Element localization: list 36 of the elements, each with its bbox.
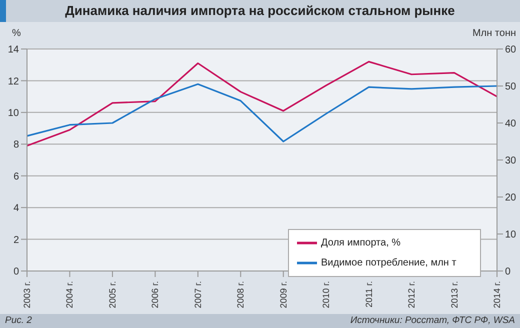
x-tick-label: 2009 г. (278, 281, 288, 308)
y-axis-title: % (12, 28, 21, 39)
x-tick-label: 2003 г. (22, 281, 32, 308)
x-tick-label: 2008 г. (236, 281, 246, 308)
legend-label: Видимое потребление, млн т (321, 258, 456, 269)
chart-title: Динамика наличия импорта на российском стальном рынке (0, 0, 520, 22)
text: Источники: Росстат, ФТС РФ, WSA (350, 315, 515, 326)
y2-tick-label: 20 (505, 192, 517, 204)
x-tick-label: 2014 г. (492, 281, 502, 308)
x-tick-label: 2004 г. (64, 281, 75, 308)
y2-tick-label: 40 (505, 118, 517, 130)
legend-label: Доля импорта, % (321, 238, 401, 249)
x-tick-label: 2011 г. (364, 281, 374, 308)
line-series (26, 83, 498, 142)
y-tick-label: 12 (8, 76, 20, 88)
x-tick-label: 2006 г. (150, 281, 160, 308)
y2-tick-label: 50 (505, 82, 517, 93)
y-tick-label: 14 (8, 44, 20, 56)
x-tick-label: 2012 г. (406, 281, 417, 308)
y-tick-label: 0 (13, 266, 20, 278)
y2-tick-label: 60 (505, 44, 517, 56)
text: Рис. 2 (5, 315, 32, 326)
y-tick-label: 4 (13, 203, 20, 214)
y-tick-label: 8 (13, 140, 20, 151)
y-tick-label: 10 (8, 108, 20, 119)
y2-axis-title: Млн тонн (472, 28, 516, 39)
line-series (26, 60, 498, 147)
x-tick-label: 2010 г. (321, 281, 332, 308)
y2-tick-label: 0 (505, 266, 511, 278)
x-tick-label: 2013 г. (449, 281, 460, 308)
y2-tick-label: 10 (505, 230, 517, 241)
y2-tick-label: 30 (505, 156, 517, 167)
x-tick-label: 2005 г. (107, 281, 118, 308)
y-tick-label: 2 (13, 234, 20, 246)
x-tick-label: 2007 г. (192, 281, 203, 308)
y-tick-label: 6 (13, 171, 20, 182)
